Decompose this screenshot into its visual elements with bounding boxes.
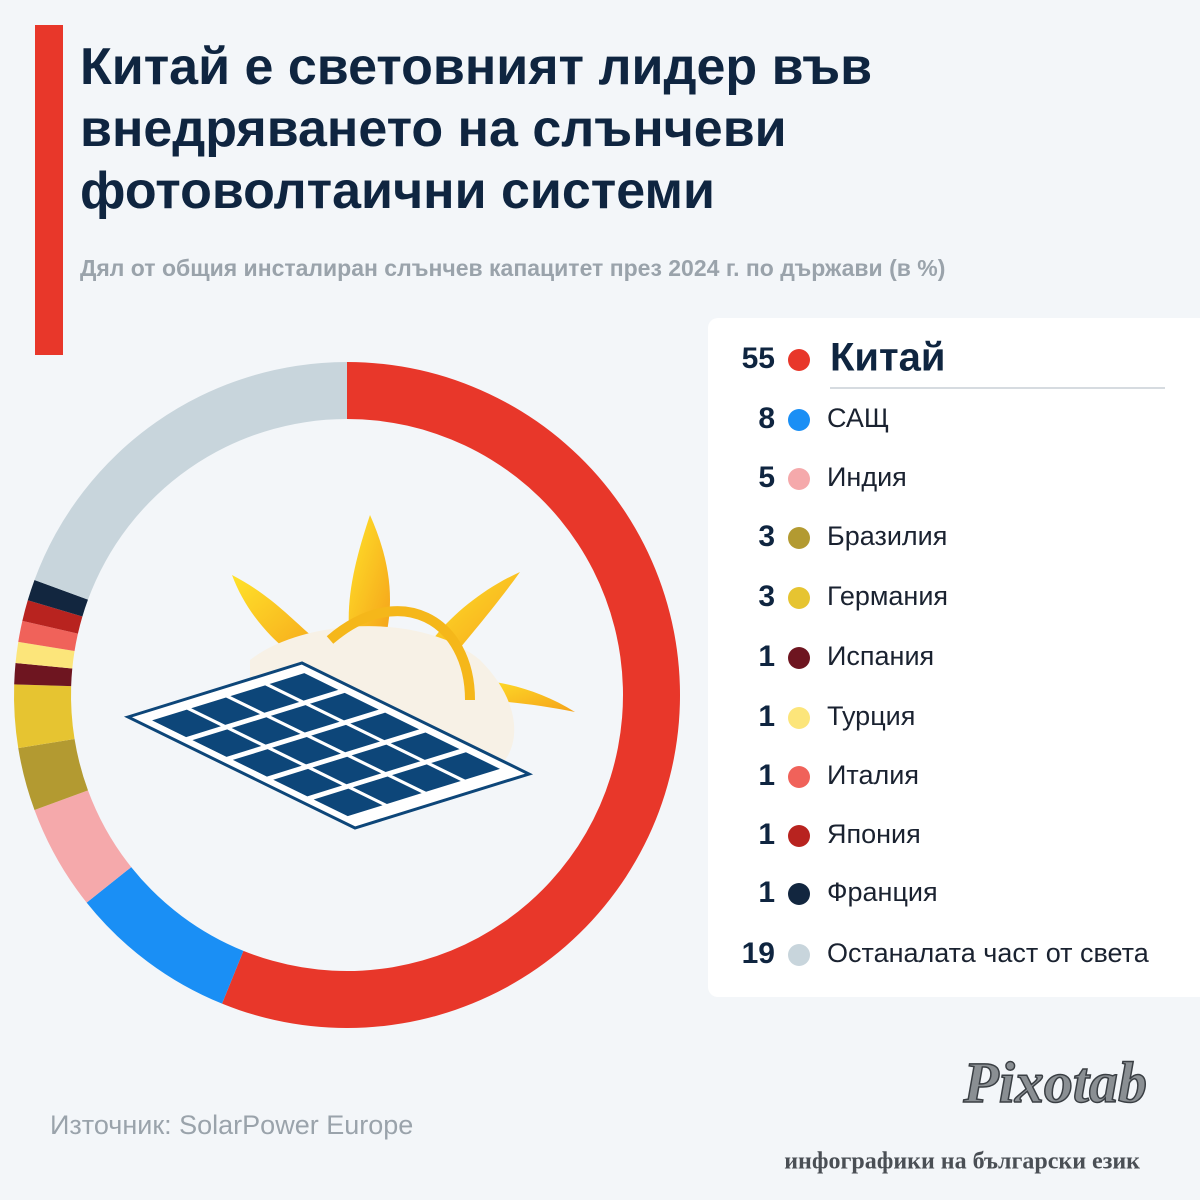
legend-dot <box>788 349 810 371</box>
legend-label: Китай <box>830 336 945 380</box>
legend-value: 1 <box>758 640 775 673</box>
legend-value: 8 <box>758 402 775 435</box>
legend-dot <box>788 766 810 788</box>
panel-cell <box>269 673 339 701</box>
legend-value: 19 <box>742 937 775 970</box>
donut-segment <box>18 620 78 651</box>
legend-dot <box>788 587 810 609</box>
donut-segment <box>86 867 244 1004</box>
legend-value: 1 <box>758 700 775 733</box>
legend-panel <box>708 318 1200 997</box>
legend-dot <box>788 944 810 966</box>
chart-subtitle: Дял от общия инсталиран слънчев капаците… <box>80 255 946 281</box>
panel-cell <box>230 685 300 713</box>
legend-label: Останалата част от света <box>827 938 1150 968</box>
legend-label: Испания <box>827 641 934 671</box>
panel-cell <box>152 709 221 738</box>
legend-label: Турция <box>827 701 915 731</box>
panel-cell <box>273 768 343 797</box>
legend-value: 1 <box>758 759 775 792</box>
panel-cell <box>313 788 383 817</box>
legend-label: Германия <box>827 581 948 611</box>
donut-segment <box>27 579 88 617</box>
panel-cell <box>350 712 420 741</box>
panel-cell <box>232 749 302 777</box>
panel-cell <box>351 744 421 773</box>
legend-label: Франция <box>827 877 938 907</box>
donut-segment <box>22 600 83 634</box>
panel-cell <box>311 724 381 753</box>
legend-value: 1 <box>758 818 775 851</box>
legend-dot <box>788 707 810 729</box>
legend-dot <box>788 527 810 549</box>
legend-dot <box>788 468 810 490</box>
panel-cell <box>312 756 382 785</box>
legend-label: Япония <box>827 819 921 849</box>
legend-label: Бразилия <box>827 521 947 551</box>
legend-dot <box>788 409 810 431</box>
legend-value: 5 <box>758 461 775 494</box>
legend-value: 3 <box>758 520 775 553</box>
solar-illustration <box>128 515 575 828</box>
legend-dot <box>788 883 810 905</box>
chart-title: Китай е световният лидер във внедряванет… <box>80 38 873 220</box>
legend-label: Индия <box>827 462 907 492</box>
panel-cell <box>390 732 460 760</box>
accent-bar <box>35 25 63 355</box>
donut-segment <box>18 739 88 811</box>
tagline: инфографики на български език <box>784 1149 1140 1175</box>
donut-segment <box>15 641 75 669</box>
panel-cell <box>272 736 341 765</box>
donut-segment <box>14 684 75 749</box>
legend-value: 3 <box>758 580 775 613</box>
source: Източник: SolarPower Europe <box>50 1110 413 1140</box>
panel-cell <box>391 764 461 792</box>
brand: Pixotab <box>962 1050 1147 1115</box>
donut-segment <box>14 663 73 687</box>
donut-segment <box>222 362 681 1028</box>
panel-cell <box>192 729 262 757</box>
donut-segment <box>34 790 132 903</box>
legend-dot <box>788 825 810 847</box>
panel-cell <box>191 697 261 725</box>
panel-cell <box>431 752 500 780</box>
panel-cell <box>270 705 340 733</box>
donut-segment <box>34 362 347 600</box>
legend-dot <box>788 647 810 669</box>
panel-cell <box>309 692 379 721</box>
panel-cell <box>352 776 422 804</box>
legend-value: 1 <box>758 876 775 909</box>
legend-label: САЩ <box>827 403 889 433</box>
legend-label: Италия <box>827 760 919 790</box>
legend-value: 55 <box>742 342 775 375</box>
panel-cell <box>231 717 301 745</box>
